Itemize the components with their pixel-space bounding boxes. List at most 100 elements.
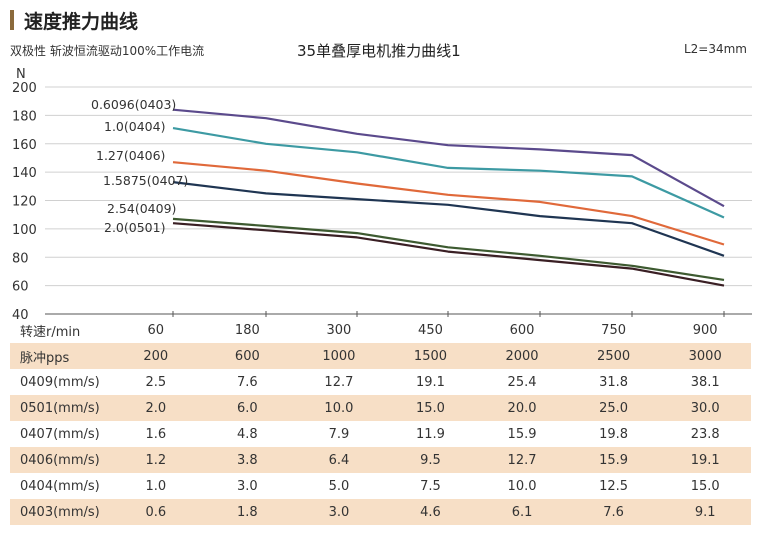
table-cell: 0.6 <box>110 499 202 525</box>
table-cell: 200 <box>110 343 202 369</box>
table-cell: 7.9 <box>328 426 350 442</box>
table-cell: 15.9 <box>567 447 660 473</box>
series-line-4 <box>172 217 725 281</box>
y-tick-label: 100 <box>12 223 37 238</box>
table-cell: 15.0 <box>690 478 720 494</box>
section-title: 速度推力曲线 <box>24 11 139 33</box>
row-label: 0406(mm/s) <box>10 447 110 473</box>
table-cell: 2.5 <box>145 374 167 390</box>
y-tick-label: 180 <box>12 109 37 124</box>
table-cell: 5.0 <box>328 478 350 494</box>
row-label: 转速r/min <box>20 324 81 340</box>
table-cell: 1500 <box>384 343 477 369</box>
y-tick-label: 60 <box>12 280 29 295</box>
section-accent-bar <box>10 10 14 30</box>
series-label: 1.27(0406) <box>96 148 165 163</box>
table-cell: 1000 <box>293 343 385 369</box>
table-cell: 3000 <box>659 343 751 369</box>
y-tick-label: 40 <box>12 308 29 323</box>
row-label: 0403(mm/s) <box>10 499 110 525</box>
table-cell: 4.8 <box>237 426 258 442</box>
series-label: 1.5875(0407) <box>103 173 188 188</box>
table-cell: 12.5 <box>599 478 629 494</box>
table-cell: 25.0 <box>567 395 660 421</box>
table-row: 0406(mm/s) 1.2 3.8 6.4 9.5 12.7 15.9 19.1 <box>10 447 751 473</box>
table-cell: 7.6 <box>567 499 660 525</box>
y-tick-label: 140 <box>12 166 37 181</box>
table-cell: 9.1 <box>659 499 751 525</box>
table-cell: 900 <box>692 322 718 338</box>
table-cell: 600 <box>509 322 535 338</box>
table-cell: 23.8 <box>690 426 720 442</box>
table-cell: 7.6 <box>237 374 258 390</box>
series-line-0 <box>172 108 725 208</box>
table-cell: 1.6 <box>145 426 167 442</box>
table-cell: 1.8 <box>201 499 294 525</box>
table-cell: 6.0 <box>201 395 294 421</box>
series-line-2 <box>172 161 725 246</box>
table-cell: 180 <box>234 322 260 338</box>
table-cell: 4.6 <box>384 499 477 525</box>
table-cell: 30.0 <box>659 395 751 421</box>
y-axis-unit: N <box>16 67 26 82</box>
row-label: 0404(mm/s) <box>20 478 100 494</box>
grid-lines <box>45 86 752 287</box>
table-cell: 3.0 <box>237 478 258 494</box>
table-cell: 3.8 <box>201 447 294 473</box>
row-label: 0409(mm/s) <box>20 374 100 390</box>
series-label: 1.0(0404) <box>104 119 165 134</box>
table-cell: 25.4 <box>507 374 537 390</box>
series-line-1 <box>172 127 725 219</box>
table-cell: 2500 <box>567 343 660 369</box>
table-cell: 2000 <box>476 343 568 369</box>
table-cell: 2.0 <box>110 395 202 421</box>
table-cell: 600 <box>201 343 294 369</box>
table-cell: 3.0 <box>293 499 385 525</box>
series-labels: 0.6096(0403) 1.0(0404) 1.27(0406) 1.5875(04… <box>91 97 188 235</box>
table-cell: 11.9 <box>415 426 445 442</box>
series-line-5 <box>172 222 725 287</box>
table-cell: 19.1 <box>659 447 751 473</box>
table-row: 脉冲pps 200 600 1000 1500 2000 2500 3000 <box>10 343 751 369</box>
length-note: L2=34mm <box>683 42 747 56</box>
series-line-3 <box>172 181 725 257</box>
table-cell: 1.0 <box>145 478 167 494</box>
y-tick-label: 160 <box>12 138 37 153</box>
row-label: 脉冲pps <box>10 343 110 369</box>
speed-table: 转速r/min 60 180 300 450 600 750 900 脉冲pps 200 600 10… <box>10 317 751 525</box>
x-axis-tick-row: 转速r/min 60 180 300 450 600 750 900 <box>10 317 751 343</box>
table-cell: 1.2 <box>110 447 202 473</box>
chart-title: 35单叠厚电机推力曲线1 <box>297 42 461 60</box>
table-cell: 31.8 <box>599 374 629 390</box>
table-cell: 300 <box>326 322 352 338</box>
series-label: 2.54(0409) <box>107 201 176 216</box>
table-cell: 60 <box>147 322 165 338</box>
table-cell: 7.5 <box>420 478 441 494</box>
table-row: 0409(mm/s) 2.5 7.6 12.7 19.1 25.4 31.8 38.1 <box>10 369 751 395</box>
series-label: 2.0(0501) <box>104 220 165 235</box>
row-label: 0407(mm/s) <box>20 426 100 442</box>
table-cell: 6.1 <box>476 499 568 525</box>
table-cell: 19.1 <box>415 374 445 390</box>
table-row: 0403(mm/s) 0.6 1.8 3.0 4.6 6.1 7.6 9.1 <box>10 499 751 525</box>
table-cell: 450 <box>418 322 443 338</box>
table-cell: 6.4 <box>293 447 385 473</box>
table-row: 0501(mm/s) 2.0 6.0 10.0 15.0 20.0 25.0 30.0 <box>10 395 751 421</box>
table-cell: 9.5 <box>384 447 477 473</box>
table-row: 0404(mm/s) 1.0 3.0 5.0 7.5 10.0 12.5 15.0 <box>10 473 751 499</box>
table-cell: 20.0 <box>476 395 568 421</box>
y-tick-label: 80 <box>12 251 29 266</box>
table-cell: 12.7 <box>324 374 354 390</box>
table-cell: 12.7 <box>476 447 568 473</box>
table-cell: 19.8 <box>599 426 629 442</box>
series-lines <box>172 108 725 287</box>
y-tick-label: 200 <box>12 81 37 96</box>
series-label: 0.6096(0403) <box>91 97 176 112</box>
drive-condition-text: 双极性 斩波恒流驱动100%工作电流 <box>10 44 205 58</box>
table-cell: 15.0 <box>384 395 477 421</box>
row-label: 0501(mm/s) <box>10 395 110 421</box>
table-cell: 10.0 <box>507 478 537 494</box>
y-tick-label: 120 <box>12 195 37 210</box>
